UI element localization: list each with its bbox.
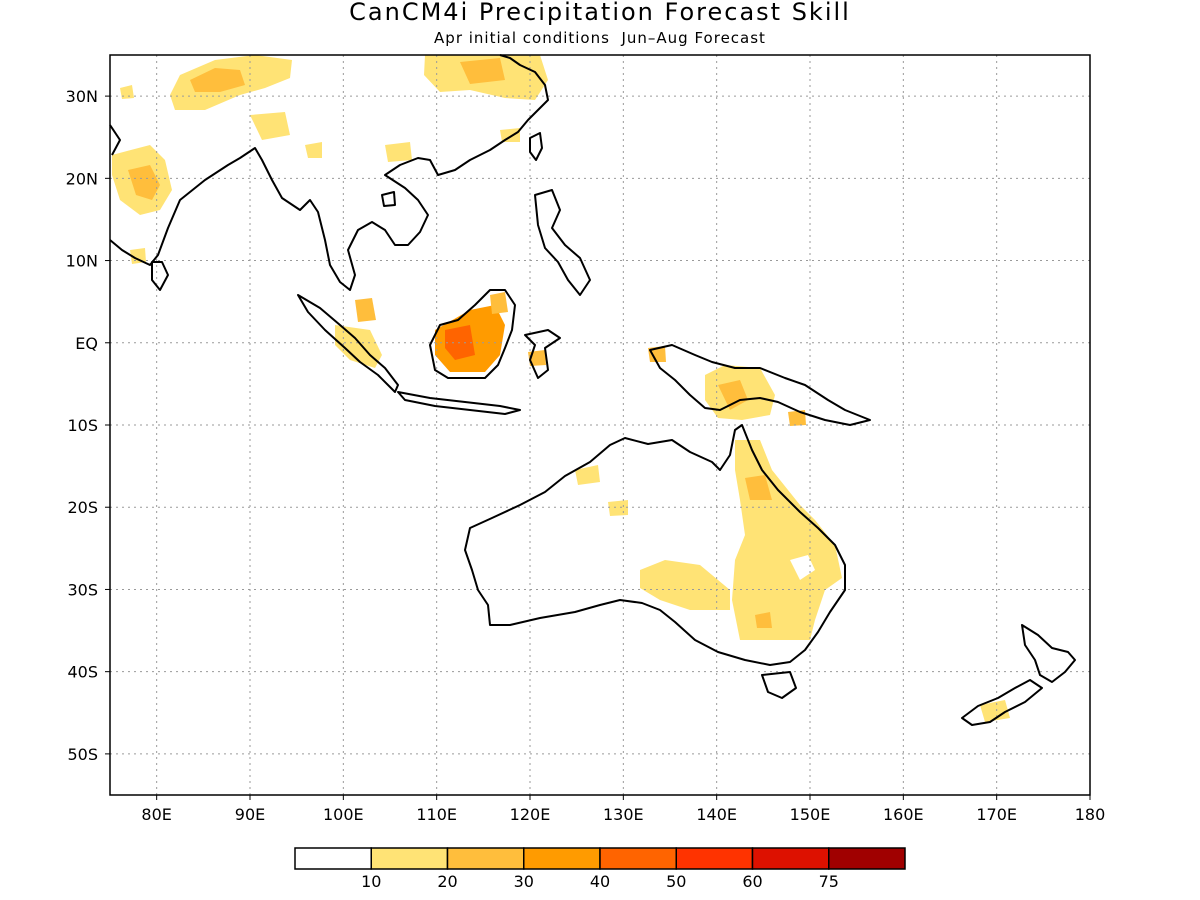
colorbar-swatch [294,847,372,870]
coast-sulawesi [524,329,561,379]
colorbar-swatch [599,847,677,870]
coast-borneo [429,289,516,379]
colorbar-label: 40 [590,872,610,891]
lon-tick-label: 170E [976,805,1017,824]
coast-sri-lanka [151,261,169,291]
coast-asia-mainland [109,54,549,291]
colorbar-label: 50 [666,872,686,891]
lon-tick-label: 180 [1075,805,1106,824]
colorbar-legend [294,847,906,870]
coast-taiwan [529,132,543,161]
colorbar-labels: 10 20 30 40 50 60 75 [361,872,839,891]
skill-region-new-zealand [980,700,1010,722]
coastlines [109,54,1076,726]
lon-tick-label: 80E [141,805,171,824]
lat-tick-label: 10S [67,416,98,435]
colorbar-label: 30 [514,872,534,891]
coast-new-zealand-north [1021,624,1076,683]
map-subtitle: Apr initial conditions Jun–Aug Forecast [434,29,766,47]
colorbar-swatch [751,847,830,870]
lon-tick-label: 90E [235,805,265,824]
lat-tick-label: 40S [67,663,98,682]
colorbar-label: 75 [819,872,839,891]
skill-shading [112,55,1010,722]
skill-region-south-australia [640,560,730,610]
map-gridlines [110,55,1090,795]
coast-sumatra [297,294,399,393]
lon-tick-label: 150E [790,805,831,824]
lat-tick-label: 50S [67,745,98,764]
coast-new-guinea [649,344,871,426]
lat-tick-label: 30N [66,87,98,106]
lon-tick-label: 110E [416,805,457,824]
lon-tick-label: 140E [696,805,737,824]
longitude-tick-labels: 80E 90E 100E 110E 120E 130E 140E 150E 160E 170E 18… [141,795,1105,824]
colorbar-swatch [523,847,601,870]
lat-tick-label: 20N [66,169,98,188]
coast-tasmania [761,671,797,699]
lat-tick-label: 30S [67,580,98,599]
lon-tick-label: 160E [883,805,924,824]
colorbar-swatch [370,847,449,870]
colorbar-swatch [446,847,525,870]
lat-tick-label: 10N [66,252,98,271]
skill-region-queensland [732,440,842,640]
coast-australia [464,424,846,666]
skill-region-sumatra [335,325,382,368]
coast-java [397,391,521,415]
coast-india [109,124,121,156]
map-frame [109,54,1091,796]
lat-tick-label: 20S [67,498,98,517]
map-title: CanCM4i Precipitation Forecast Skill [349,0,851,26]
lon-tick-label: 120E [510,805,551,824]
lon-tick-label: 100E [323,805,364,824]
coast-hainan [381,191,396,207]
latitude-tick-labels: 30N 20N 10N EQ 10S 20S 30S 40S 50S [66,87,110,764]
lon-tick-label: 130E [603,805,644,824]
lat-tick-label: EQ [75,334,98,353]
skill-region-india-core [128,165,160,200]
coast-philippines [534,189,591,296]
colorbar-swatch [828,847,906,870]
colorbar-label: 60 [742,872,762,891]
colorbar-swatch [675,847,754,870]
coast-new-zealand-south [961,679,1043,726]
colorbar-label: 20 [437,872,457,891]
colorbar-label: 10 [361,872,381,891]
